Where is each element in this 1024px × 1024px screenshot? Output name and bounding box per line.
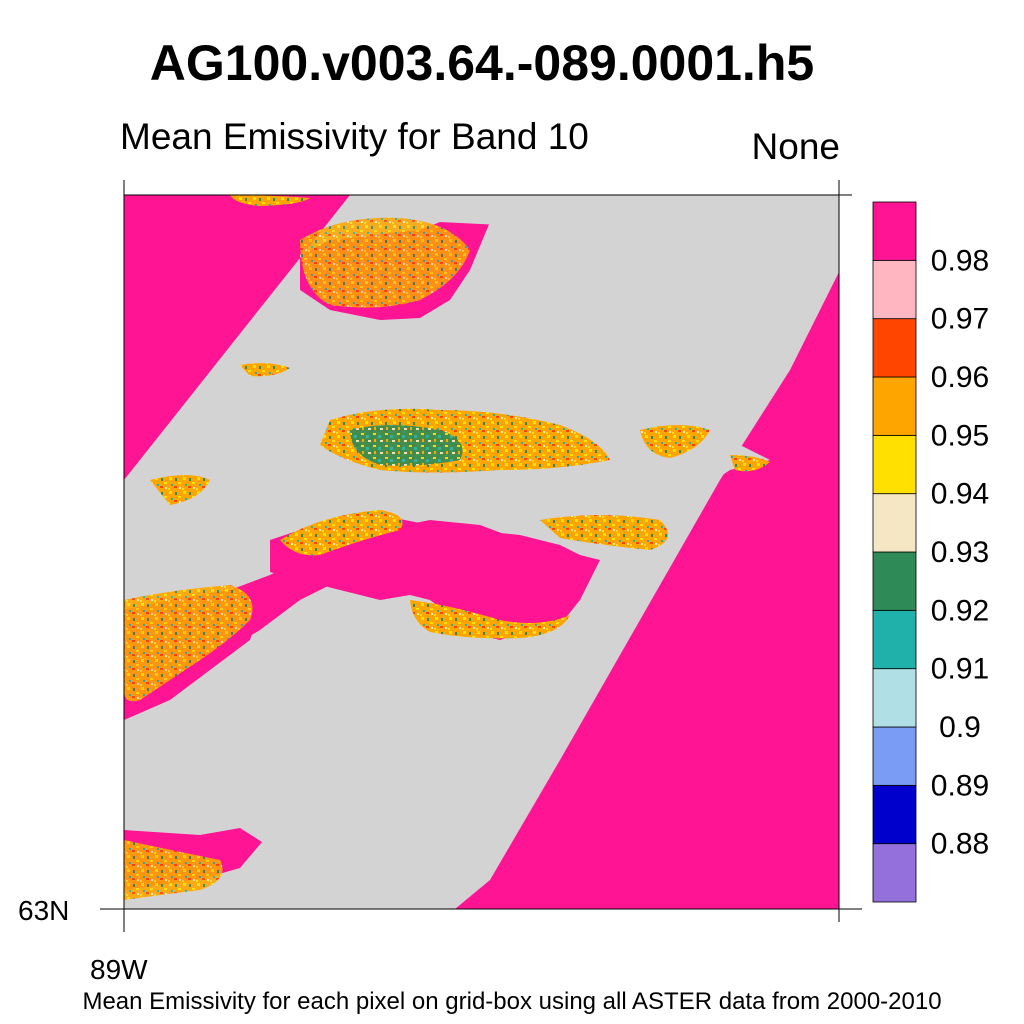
colorbar-tick-label: 0.92 [931,594,989,627]
colorbar-tick-label: 0.88 [931,828,989,861]
colorbar-tick-label: 0.91 [931,653,989,686]
colorbar-tick-label: 0.94 [931,478,989,511]
colorbar-tick-label: 0.98 [931,244,989,277]
colorbar-swatch [872,668,917,728]
longitude-label: 89W [90,954,148,985]
colorbar-tick-label: 0.89 [931,769,989,802]
plot-title: AG100.v003.64.-089.0001.h5 [149,35,815,91]
colorbar-swatch [872,551,917,611]
colorbar-tick-label: 0.97 [931,303,989,336]
colorbar-swatch [872,434,917,495]
plot-subtitle: Mean Emissivity for Band 10 [120,116,589,157]
colorbar-tick-label: 0.9 [939,711,981,744]
colorbar [872,201,917,903]
no-data-region [124,195,839,909]
map-frame [123,194,840,910]
emissivity-map [124,195,839,909]
colorbar-swatch [872,726,917,786]
colorbar-tick-label: 0.93 [931,536,989,569]
colorbar-swatch [872,784,917,845]
footer-caption: Mean Emissivity for each pixel on grid-b… [82,988,942,1015]
colorbar-swatch [872,376,917,436]
latitude-label: 63N [18,895,70,926]
colorbar-swatch [872,259,917,320]
colorbar-swatch [872,493,917,553]
colorbar-tick-label: 0.96 [931,361,989,394]
colorbar-swatch [872,609,917,670]
colorbar-tick-label: 0.95 [931,419,989,452]
colorbar-swatch [872,201,917,261]
colorbar-swatch [872,843,917,903]
units-label: None [751,126,840,167]
speckle-patches [124,195,770,900]
colorbar-labels: 0.88 0.89 0.9 0.91 0.92 0.93 0.94 0.95 0.96 0.97 0… [931,244,989,860]
colorbar-swatch [872,318,917,378]
